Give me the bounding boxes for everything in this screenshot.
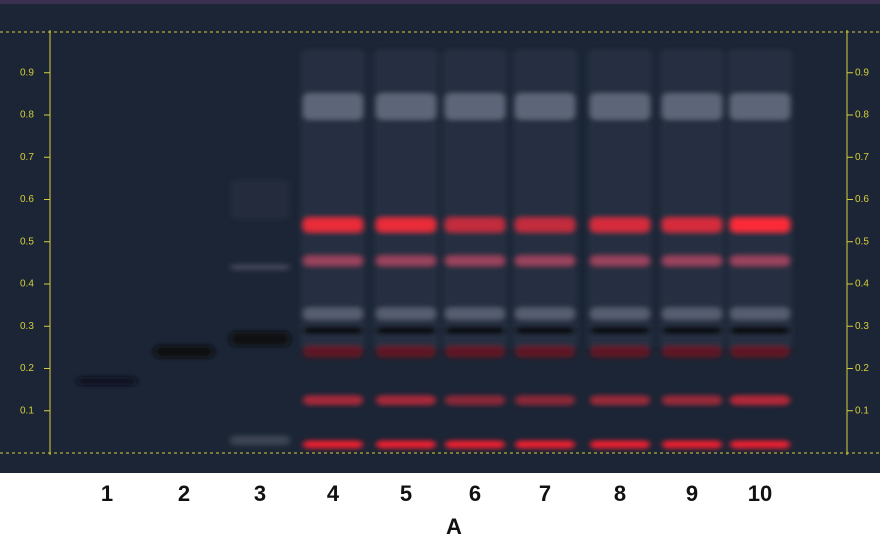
rf-tick-label: 0.9 [855, 67, 869, 78]
band [662, 326, 722, 334]
rf-tick-label: 0.1 [855, 405, 869, 416]
band [515, 441, 575, 449]
lane-label: 3 [254, 481, 266, 506]
rf-tick-label: 0.3 [855, 321, 869, 332]
rf-tick-label: 0.6 [855, 194, 869, 205]
lane-label: 6 [469, 481, 481, 506]
lane-label: 9 [686, 481, 698, 506]
band [730, 346, 790, 358]
band [662, 346, 722, 358]
lane-label: 8 [614, 481, 626, 506]
band [230, 332, 290, 346]
band [590, 256, 650, 266]
band [515, 218, 575, 232]
band [303, 94, 363, 120]
lane-label: 7 [539, 481, 551, 506]
plate-edge [0, 0, 880, 4]
band [303, 256, 363, 266]
band [662, 218, 722, 232]
band [303, 441, 363, 449]
band [303, 326, 363, 334]
rf-tick-label: 0.2 [20, 363, 34, 374]
lane-label: 1 [101, 481, 113, 506]
band [662, 256, 722, 266]
band [730, 94, 790, 120]
band [590, 441, 650, 449]
rf-tick-label: 0.1 [20, 405, 34, 416]
rf-tick-label: 0.4 [855, 279, 869, 290]
band [445, 256, 505, 266]
band [730, 256, 790, 266]
band [730, 326, 790, 334]
band [662, 441, 722, 449]
lane-label: 4 [327, 481, 340, 506]
band [515, 395, 575, 405]
rf-tick-label: 0.3 [20, 321, 34, 332]
band [445, 346, 505, 358]
band [730, 308, 790, 320]
band [303, 395, 363, 405]
band [445, 441, 505, 449]
band [590, 94, 650, 120]
band [662, 308, 722, 320]
band [154, 346, 214, 358]
band [445, 308, 505, 320]
band [515, 94, 575, 120]
rf-tick-label: 0.4 [20, 279, 34, 290]
lane-label: 10 [748, 481, 772, 506]
band [515, 326, 575, 334]
band [662, 395, 722, 405]
band [376, 308, 436, 320]
rf-tick-label: 0.6 [20, 194, 34, 205]
band [730, 441, 790, 449]
band [77, 377, 137, 385]
band [230, 435, 290, 445]
band [376, 256, 436, 266]
rf-tick-label: 0.5 [20, 236, 34, 247]
band [230, 264, 290, 270]
lane-label: 5 [400, 481, 412, 506]
band [590, 326, 650, 334]
band [730, 395, 790, 405]
band [303, 346, 363, 358]
band [376, 326, 436, 334]
band [662, 94, 722, 120]
band [445, 395, 505, 405]
band [376, 218, 436, 232]
band [590, 218, 650, 232]
band [230, 180, 290, 220]
rf-tick-label: 0.7 [855, 152, 869, 163]
rf-tick-label: 0.5 [855, 236, 869, 247]
band [590, 346, 650, 358]
rf-tick-label: 0.9 [20, 67, 34, 78]
band [376, 94, 436, 120]
hptlc-plate-image: A 0.1 0.1 0.2 0.2 0.3 0.3 0.4 0.4 0.5 0.5 0.6 0.6 0.… [0, 0, 880, 544]
plate-label: A [446, 514, 462, 539]
band [303, 218, 363, 232]
band [730, 218, 790, 232]
band [303, 308, 363, 320]
band [515, 256, 575, 266]
band [590, 308, 650, 320]
band [376, 395, 436, 405]
band [515, 308, 575, 320]
band [445, 326, 505, 334]
band [590, 395, 650, 405]
band [445, 218, 505, 232]
band [376, 346, 436, 358]
band [515, 346, 575, 358]
band [376, 441, 436, 449]
rf-tick-label: 0.7 [20, 152, 34, 163]
rf-tick-label: 0.8 [855, 110, 869, 121]
rf-tick-label: 0.2 [855, 363, 869, 374]
band [445, 94, 505, 120]
rf-tick-label: 0.8 [20, 110, 34, 121]
lane-label: 2 [178, 481, 190, 506]
